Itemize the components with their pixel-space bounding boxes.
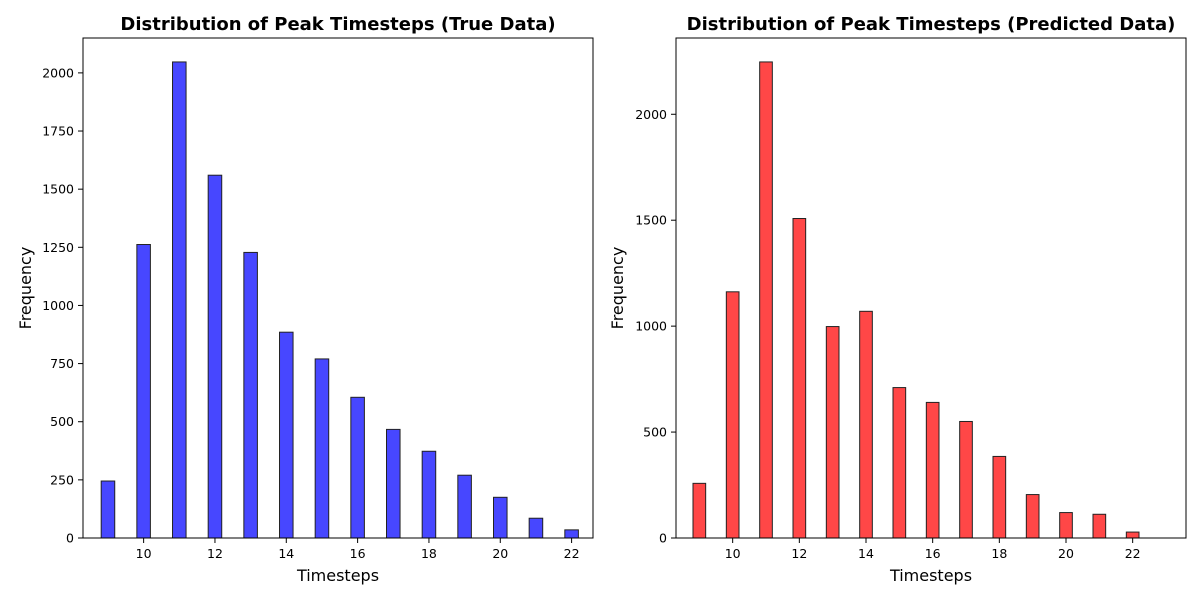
bar [859,310,873,539]
x-tick-label: 14 [858,546,874,561]
x-tick-label: 16 [350,546,366,561]
x-axis-label: Timesteps [296,566,379,585]
y-tick-label: 2000 [635,107,667,122]
y-tick-label: 1750 [42,124,74,139]
bar [493,496,508,539]
x-tick-label: 20 [492,546,508,561]
x-tick-label: 16 [925,546,941,561]
y-tick-label: 1000 [635,319,667,334]
y-tick-label: 0 [66,531,74,546]
x-tick-label: 14 [278,546,294,561]
bar [1092,513,1107,539]
y-tick-label: 500 [643,425,667,440]
bar [350,396,365,539]
y-tick-label: 1500 [42,182,74,197]
y-tick-label: 500 [50,414,74,429]
chart-title: Distribution of Peak Timesteps (True Dat… [120,14,555,35]
bar [825,326,840,539]
bar [1025,494,1040,539]
y-tick-label: 0 [659,531,667,546]
true-data-chart: Distribution of Peak Timesteps (True Dat… [16,14,594,585]
x-tick-label: 12 [207,546,223,561]
bar [892,387,907,539]
bars [692,61,1140,539]
bar [100,480,116,539]
y-axis-label: Frequency [608,247,627,330]
y-tick-label: 250 [50,472,74,487]
bar [1125,531,1140,539]
y-tick-label: 1500 [635,213,667,228]
x-axis-label: Timesteps [889,566,972,585]
y-tick-label: 750 [50,356,74,371]
bar [1059,512,1073,539]
axes-frame [82,37,594,539]
y-tick-label: 1000 [42,298,74,313]
bar [136,244,151,539]
bar [386,428,401,539]
y-tick-label: 1250 [42,240,74,255]
bar [207,174,223,539]
x-tick-label: 12 [791,546,807,561]
bar [172,61,187,539]
bar [759,61,773,539]
x-tick-label: 10 [725,546,741,561]
bar [314,358,330,539]
predicted-data-chart: Distribution of Peak Timesteps (Predicte… [608,14,1187,585]
bar [279,331,294,539]
bar [243,251,258,539]
bar [959,420,973,539]
x-tick-label: 20 [1058,546,1074,561]
bar [725,291,740,539]
bar [925,401,940,539]
bar [992,455,1007,539]
bars [100,61,579,539]
bar [528,517,544,539]
bar [421,450,437,539]
chart-title: Distribution of Peak Timesteps (Predicte… [687,14,1176,35]
bar [457,474,472,539]
y-axis-label: Frequency [16,247,35,330]
bar [692,482,707,539]
x-tick-label: 22 [1125,546,1141,561]
x-tick-label: 18 [991,546,1007,561]
y-tick-label: 2000 [42,65,74,80]
x-tick-label: 10 [136,546,152,561]
x-tick-label: 22 [564,546,580,561]
x-tick-label: 18 [421,546,437,561]
bar [564,529,579,539]
bar [792,218,807,539]
axes-frame [675,37,1187,539]
